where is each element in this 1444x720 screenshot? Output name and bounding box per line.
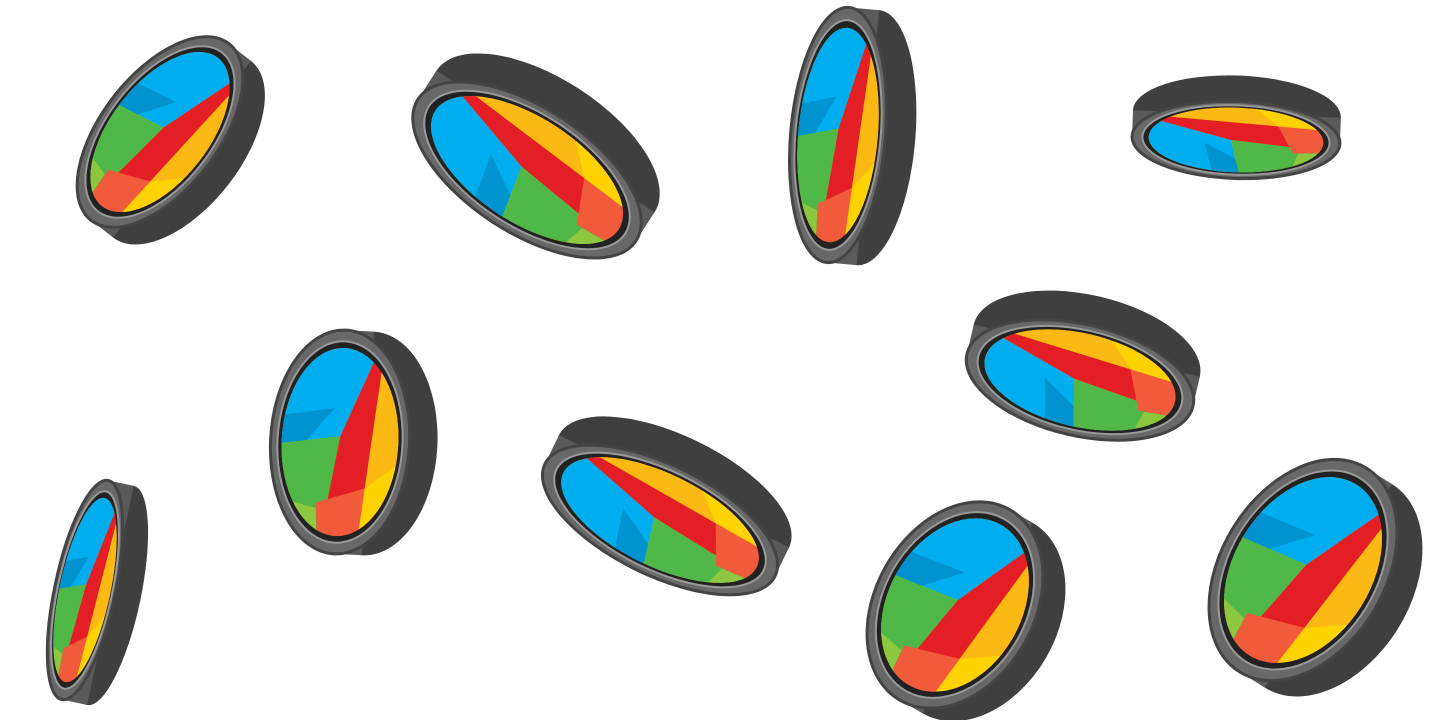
coin — [780, 3, 917, 269]
coin — [521, 386, 813, 626]
coin — [1170, 425, 1444, 720]
coin — [954, 290, 1212, 460]
coin — [831, 470, 1101, 720]
coin — [45, 8, 297, 273]
coin — [1130, 75, 1342, 182]
coin — [384, 18, 689, 293]
coin — [32, 474, 149, 711]
coin — [265, 327, 438, 559]
